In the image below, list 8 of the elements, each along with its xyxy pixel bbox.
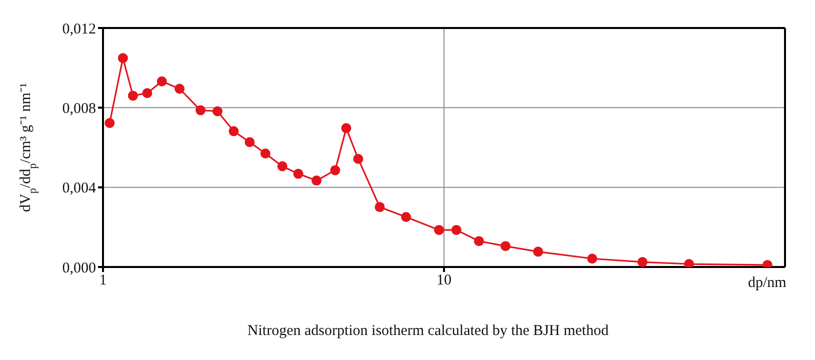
y-tick-label: 0,004	[62, 180, 96, 197]
text: Nitrogen adsorption isotherm calculated by the BJH method	[246, 323, 610, 340]
x-tick-label: 1	[99, 272, 107, 289]
x-axis-title: dp/nm	[748, 275, 786, 292]
y-tick-label: 0,012	[62, 21, 96, 38]
y-tick-label: 0,008	[62, 100, 96, 117]
x-tick-label: 10	[436, 272, 452, 289]
y-tick-label: 0,000	[62, 260, 96, 276]
